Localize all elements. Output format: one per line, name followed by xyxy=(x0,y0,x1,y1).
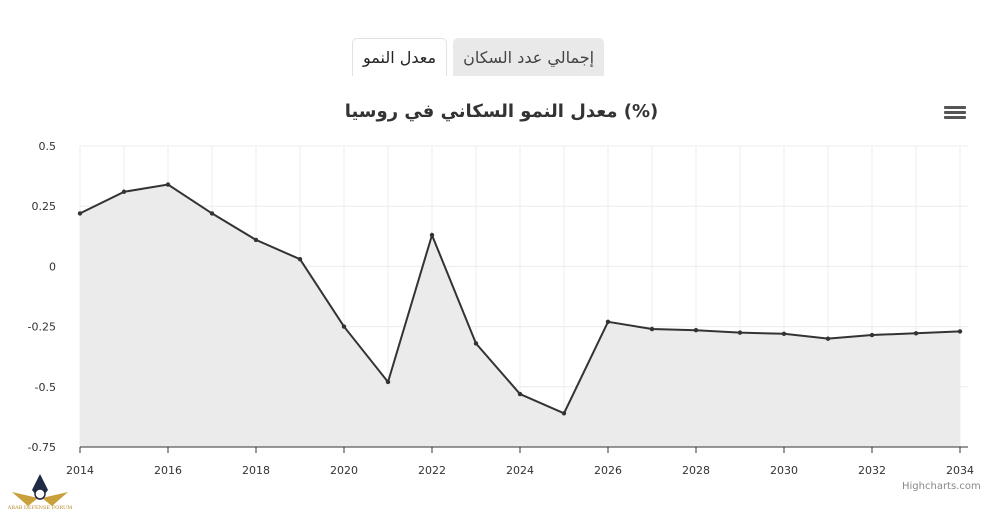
data-point xyxy=(121,189,127,194)
data-point xyxy=(77,211,83,216)
chart-axes: 0.5 0.25 0 -0.25 -0.5 -0.75 2014 2016 2018 2020 20… xyxy=(28,140,974,477)
x-tick-label: 2026 xyxy=(594,464,622,477)
x-tick-label: 2022 xyxy=(418,464,446,477)
x-tick-label: 2030 xyxy=(770,464,798,477)
chart-tabs: معدل النمو إجمالي عدد السكان xyxy=(352,38,605,76)
x-tick-label: 2034 xyxy=(946,464,974,477)
series-area-fill xyxy=(80,184,960,447)
y-tick-label: 0 xyxy=(49,260,56,273)
series-points xyxy=(77,182,963,416)
x-tick-label: 2014 xyxy=(66,464,94,477)
highcharts-credits[interactable]: Highcharts.com xyxy=(902,481,981,492)
data-point xyxy=(737,330,743,335)
x-tick-label: 2024 xyxy=(506,464,534,477)
x-tick-label: 2018 xyxy=(242,464,270,477)
data-point xyxy=(297,256,303,262)
y-tick-label: -0.25 xyxy=(28,321,56,334)
data-point xyxy=(825,336,831,341)
y-tick-label: -0.5 xyxy=(35,381,56,394)
x-tick-label: 2020 xyxy=(330,464,358,477)
y-tick-label: 0.5 xyxy=(39,140,57,153)
data-point xyxy=(517,391,523,397)
data-point xyxy=(473,341,479,346)
x-tick-label: 2028 xyxy=(682,464,710,477)
data-point xyxy=(165,182,171,187)
x-tick-label: 2032 xyxy=(858,464,886,477)
forum-logo xyxy=(12,474,68,506)
data-point xyxy=(429,232,435,238)
y-tick-label: 0.25 xyxy=(32,200,57,213)
data-point xyxy=(561,411,567,416)
forum-logo-text: ARAB DEFENSE FORUM xyxy=(7,505,73,511)
data-point xyxy=(605,319,611,324)
data-point xyxy=(209,211,215,216)
hamburger-menu-icon[interactable] xyxy=(944,104,966,122)
data-point xyxy=(913,331,919,336)
data-point xyxy=(385,379,391,385)
chart-title: (%) معدل النمو السكاني في روسيا xyxy=(344,101,659,122)
data-point xyxy=(781,331,787,337)
data-point xyxy=(253,237,259,243)
data-point xyxy=(869,332,875,338)
tab-total-population[interactable]: إجمالي عدد السكان xyxy=(453,38,605,76)
data-point xyxy=(693,328,699,333)
data-point xyxy=(341,324,347,329)
y-tick-label: -0.75 xyxy=(28,441,56,454)
tab-growth-rate[interactable]: معدل النمو xyxy=(352,38,448,76)
x-tick-label: 2016 xyxy=(154,464,182,477)
data-point xyxy=(649,326,655,332)
data-point xyxy=(957,329,963,334)
